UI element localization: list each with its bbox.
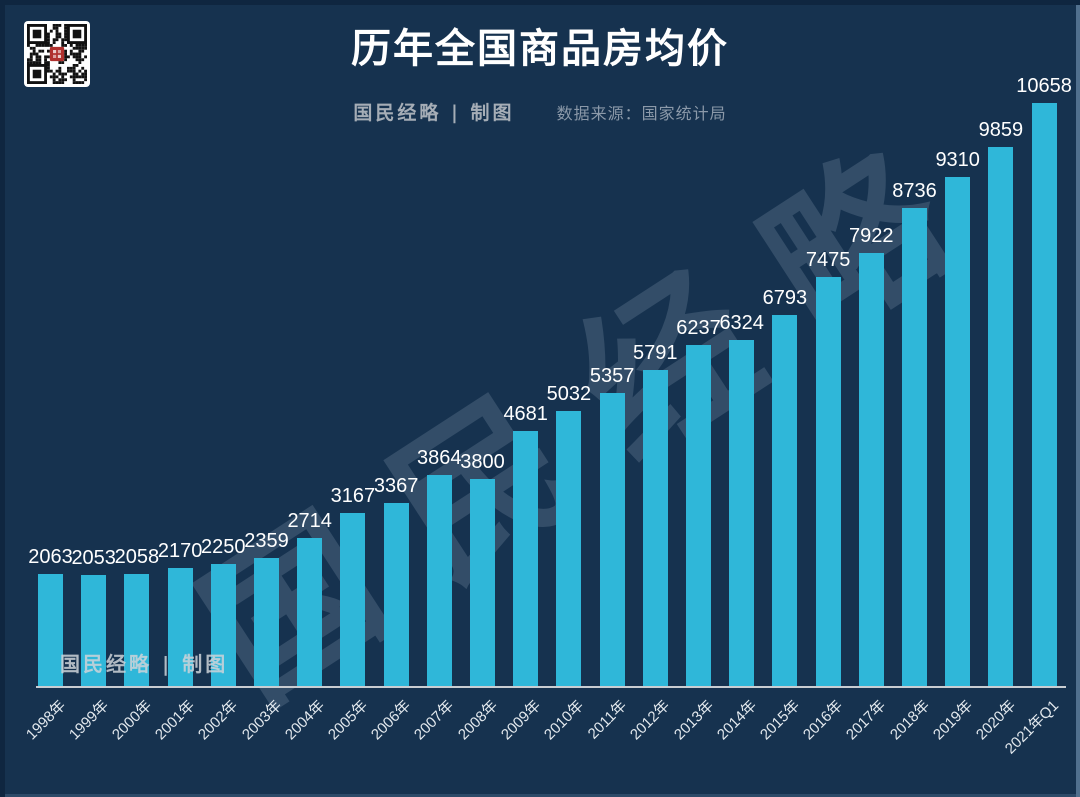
bar-value-label: 2359 xyxy=(244,530,289,552)
page-title: 历年全国商品房均价 xyxy=(351,27,729,71)
bar xyxy=(642,370,668,687)
bar-value-label: 2714 xyxy=(287,510,332,532)
bar-value-label: 8736 xyxy=(892,180,937,202)
bar xyxy=(686,345,711,687)
bar xyxy=(383,503,409,687)
bar-value-label: 6324 xyxy=(719,312,764,334)
bar xyxy=(902,208,927,687)
bar xyxy=(124,574,150,687)
bar-value-label: 5357 xyxy=(589,365,635,387)
bar xyxy=(167,568,193,687)
bar-value-label: 2058 xyxy=(114,546,160,568)
credit-label: 国民经略 | 制图 xyxy=(353,102,515,124)
bar xyxy=(513,431,539,687)
bar xyxy=(81,575,107,687)
bar-value-label: 2063 xyxy=(28,546,73,568)
bar-value-label: 2170 xyxy=(157,540,203,562)
bar-value-label: 7922 xyxy=(849,225,894,247)
bar-value-label: 3864 xyxy=(417,447,462,469)
bar-value-label: 3800 xyxy=(460,451,505,473)
bar-value-label: 5032 xyxy=(546,383,592,405)
bar xyxy=(254,558,279,687)
bar xyxy=(1031,103,1057,687)
bar xyxy=(470,479,495,687)
bar xyxy=(988,147,1014,687)
bar-value-label: 9859 xyxy=(978,119,1024,141)
bar xyxy=(556,411,582,687)
bar xyxy=(815,277,841,687)
bar-value-label: 9310 xyxy=(935,149,980,171)
bar xyxy=(772,315,798,687)
bar xyxy=(297,538,323,687)
bar-value-label: 4681 xyxy=(503,403,548,425)
qr-code-icon xyxy=(24,21,90,87)
data-source-label: 数据来源：国家统计局 xyxy=(556,106,727,123)
bar-value-label: 6237 xyxy=(676,317,721,339)
bar xyxy=(38,574,63,687)
bar-value-label: 3367 xyxy=(373,475,419,497)
bar-value-label: 2250 xyxy=(201,536,246,558)
bar-value-label: 10658 xyxy=(1016,75,1072,97)
bar xyxy=(945,177,971,687)
bar-value-label: 3167 xyxy=(330,485,376,507)
bar-value-label: 5791 xyxy=(633,342,678,364)
bar-value-label: 6793 xyxy=(762,287,808,309)
bar-value-label: 2053 xyxy=(71,547,116,569)
bar xyxy=(210,564,236,687)
bar-value-label: 7475 xyxy=(805,249,851,271)
bar xyxy=(426,475,452,687)
bar xyxy=(340,513,366,687)
bar xyxy=(729,340,755,687)
bottom-watermark: 国民经略 | 制图 xyxy=(60,652,229,676)
subtitle-row: 国民经略 | 制图 数据来源：国家统计局 xyxy=(0,98,1080,125)
x-axis-line xyxy=(36,686,1066,688)
bar xyxy=(599,393,625,687)
bar xyxy=(858,253,884,687)
